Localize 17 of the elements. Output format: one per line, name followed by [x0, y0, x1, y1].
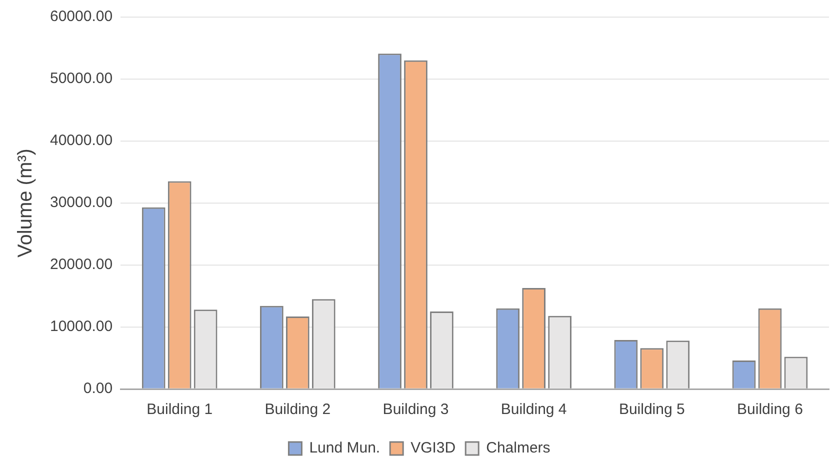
- x-tick-label: Building 2: [264, 401, 331, 418]
- y-tick-label: 40000.00: [50, 132, 113, 150]
- y-tick-label: 30000.00: [50, 194, 113, 212]
- y-tick-label: 60000.00: [50, 8, 113, 26]
- y-tick-label: 20000.00: [50, 256, 113, 274]
- y-tick-label: 0.00: [83, 380, 113, 398]
- legend-label: VGI3D: [410, 440, 456, 457]
- x-tick-label: Building 5: [618, 401, 685, 418]
- y-axis-title: Volume (m³): [14, 148, 37, 258]
- legend-label: Lund Mun.: [309, 440, 380, 457]
- x-tick-label: Building 6: [737, 401, 803, 418]
- legend-label: Chalmers: [486, 440, 550, 457]
- x-tick-label: Building 4: [500, 401, 567, 418]
- y-tick-label: 50000.00: [50, 70, 113, 88]
- x-tick-label: Building 1: [146, 401, 213, 418]
- y-tick-label: 10000.00: [50, 318, 113, 336]
- x-tick-label: Building 3: [382, 401, 449, 418]
